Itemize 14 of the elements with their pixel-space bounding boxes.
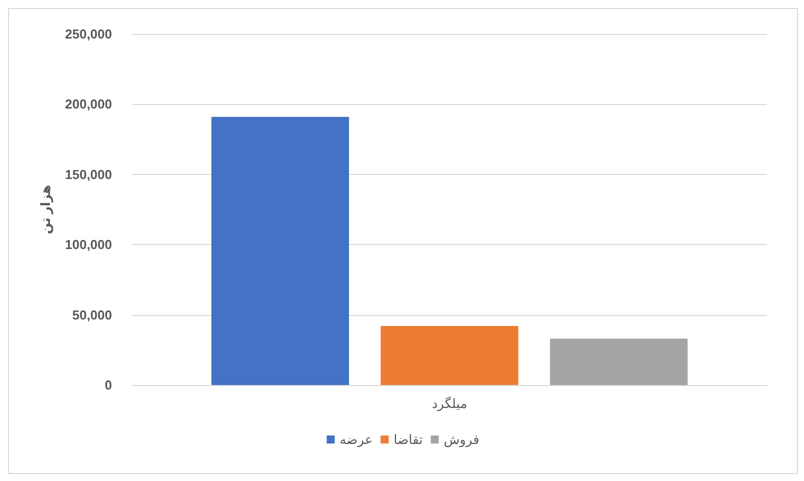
- bar: [550, 338, 688, 385]
- y-tick-label: 50,000: [72, 307, 112, 322]
- y-tick-label: 200,000: [65, 96, 112, 112]
- y-tick-label: 150,000: [65, 166, 112, 182]
- legend-label: تقاضا: [394, 432, 424, 447]
- legend-label: عرضه: [340, 432, 373, 448]
- x-tick-label: میلگرد: [432, 396, 468, 412]
- y-axis-title: هزار تن: [38, 184, 54, 234]
- y-tick-label: 250,000: [65, 26, 112, 42]
- y-tick-label: 100,000: [65, 237, 112, 252]
- legend-label: فروش: [444, 432, 480, 448]
- y-tick-label: 0: [104, 378, 112, 392]
- bar: [211, 116, 350, 385]
- bar: [380, 326, 518, 385]
